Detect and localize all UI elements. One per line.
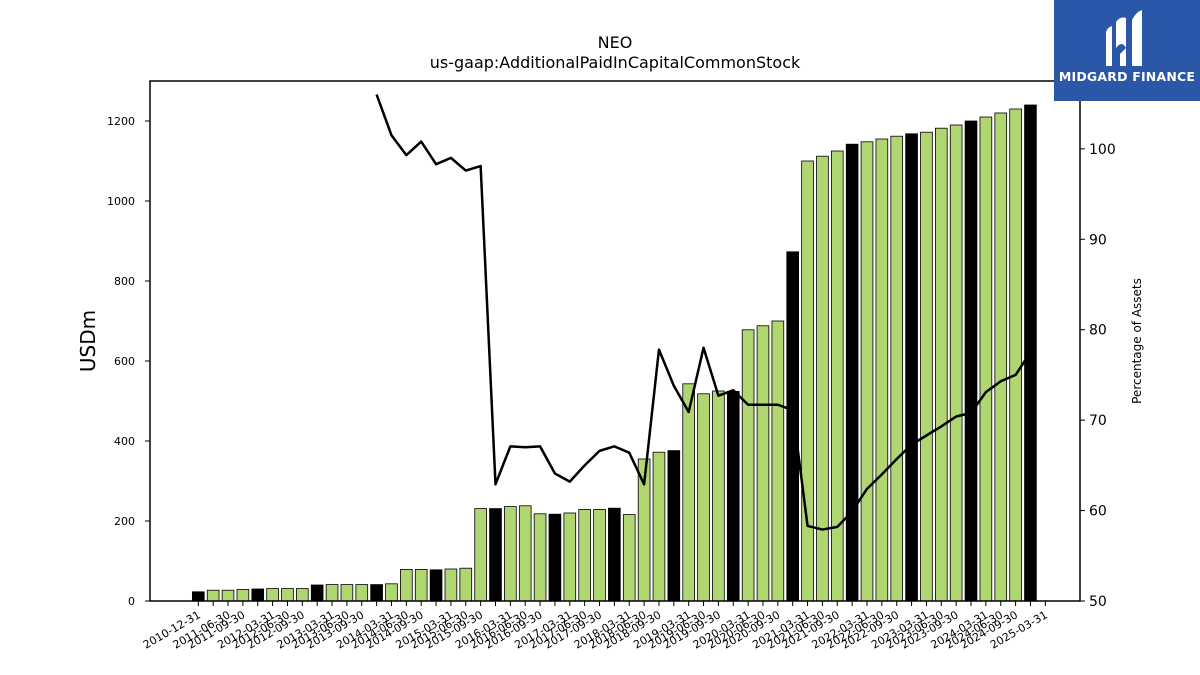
bar bbox=[548, 513, 562, 602]
bar bbox=[251, 588, 265, 602]
bar bbox=[741, 329, 755, 602]
bar bbox=[459, 567, 473, 602]
bar bbox=[414, 569, 428, 602]
bar bbox=[964, 120, 978, 602]
bar bbox=[890, 135, 904, 602]
line-path bbox=[375, 94, 1032, 531]
bar bbox=[578, 508, 591, 602]
chart-subtitle: us-gaap:AdditionalPaidInCapitalCommonSto… bbox=[430, 53, 801, 72]
bar bbox=[444, 568, 458, 602]
x-axis: 2010-12-312011-06-302011-09-302012-03-31… bbox=[141, 601, 1050, 652]
bar bbox=[905, 133, 918, 602]
bar bbox=[281, 588, 294, 602]
y2-tick-label: 50 bbox=[1089, 594, 1107, 610]
bar bbox=[726, 390, 740, 602]
y-axis-right: 50 60 70 80 90 100 bbox=[1080, 142, 1116, 610]
bar bbox=[756, 325, 770, 602]
bar bbox=[801, 160, 814, 602]
bar bbox=[608, 507, 621, 602]
bar bbox=[979, 116, 993, 602]
bar bbox=[504, 506, 517, 602]
chart-title: NEO bbox=[598, 33, 633, 52]
y-tick-label: 1000 bbox=[107, 195, 135, 208]
bar bbox=[935, 127, 948, 602]
logo-mark-icon bbox=[1106, 10, 1142, 66]
bar bbox=[682, 383, 695, 602]
bar bbox=[816, 155, 829, 602]
bar bbox=[786, 251, 799, 602]
bar bbox=[771, 320, 785, 602]
bar bbox=[622, 514, 636, 602]
y-tick-label: 1200 bbox=[107, 115, 135, 128]
bar bbox=[593, 508, 606, 602]
y-tick-label: 0 bbox=[128, 595, 135, 608]
bar bbox=[667, 450, 681, 602]
y2-tick-label: 70 bbox=[1089, 413, 1107, 429]
bar bbox=[994, 112, 1008, 602]
bar bbox=[325, 584, 339, 602]
y-tick-label: 600 bbox=[114, 355, 135, 368]
y2-tick-label: 100 bbox=[1089, 142, 1116, 158]
bar bbox=[949, 124, 963, 602]
bar bbox=[400, 569, 413, 602]
bar bbox=[920, 131, 933, 602]
bar bbox=[385, 583, 398, 602]
bar bbox=[697, 393, 710, 602]
y-tick-label: 200 bbox=[114, 515, 135, 528]
bar bbox=[712, 390, 725, 602]
bar bbox=[236, 589, 250, 602]
bar bbox=[830, 150, 844, 602]
line-series bbox=[375, 94, 1032, 531]
bar bbox=[845, 143, 859, 602]
bar bbox=[489, 508, 502, 602]
y-tick-label: 800 bbox=[114, 275, 135, 288]
bar bbox=[860, 141, 874, 602]
bar bbox=[875, 138, 889, 602]
bar bbox=[474, 508, 487, 602]
bar bbox=[533, 513, 547, 602]
bar bbox=[652, 451, 666, 602]
brand-logo: MIDGARD FINANCE bbox=[1054, 0, 1200, 101]
bar bbox=[518, 505, 532, 602]
plot-frame bbox=[149, 80, 1081, 602]
bar bbox=[1009, 108, 1022, 602]
bar bbox=[310, 584, 324, 602]
y-tick-label: 400 bbox=[114, 435, 135, 448]
y2-tick-label: 90 bbox=[1089, 232, 1107, 248]
y-axis-label: USDm bbox=[76, 310, 100, 372]
y2-tick-label: 80 bbox=[1089, 323, 1107, 339]
bar bbox=[266, 588, 279, 602]
bar bbox=[429, 569, 443, 602]
bar bbox=[563, 512, 577, 602]
logo-text: MIDGARD FINANCE bbox=[1058, 69, 1196, 84]
bar bbox=[206, 589, 220, 602]
bar bbox=[370, 584, 383, 602]
y2-tick-label: 60 bbox=[1089, 504, 1107, 520]
y-axis-left: 0 200 400 600 800 1000 1200 bbox=[107, 115, 150, 608]
bar-series bbox=[191, 104, 1037, 602]
bar bbox=[296, 588, 309, 602]
y2-axis-label: Percentage of Assets bbox=[1130, 278, 1144, 404]
bar bbox=[355, 584, 369, 602]
bar bbox=[221, 589, 235, 602]
bar bbox=[191, 591, 205, 602]
bar bbox=[340, 584, 354, 602]
